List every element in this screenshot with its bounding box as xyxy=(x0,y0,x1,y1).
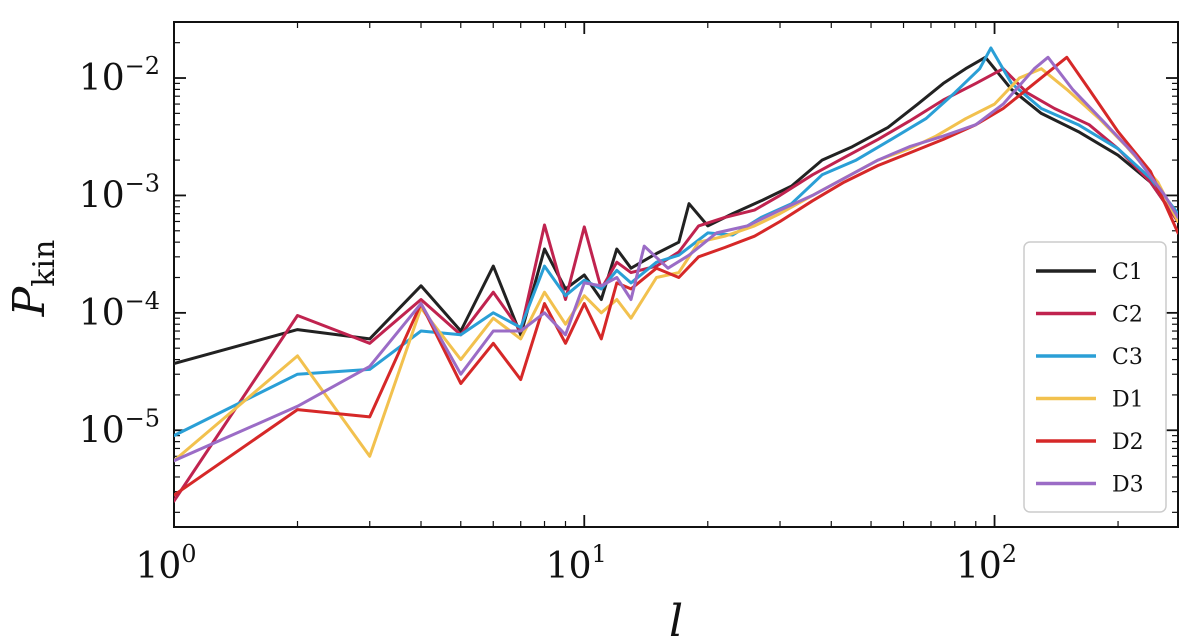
y-axis-title-main: P xyxy=(4,285,55,317)
x-tick-labels: 100 101 102 xyxy=(135,540,1017,587)
x-tick-label: 102 xyxy=(956,540,1017,587)
x-tick-exp: 2 xyxy=(1002,540,1017,568)
legend-label: C1 xyxy=(1112,260,1143,285)
series-line-c2 xyxy=(174,67,1178,503)
y-tick-exp: −4 xyxy=(125,287,160,315)
y-tick-label: 10−5 xyxy=(79,404,160,451)
y-tick-label: 10−3 xyxy=(79,169,160,216)
series-line-c1 xyxy=(174,55,1178,365)
series-line-d3 xyxy=(174,55,1178,463)
series-layer xyxy=(174,46,1178,503)
x-tick-base: 10 xyxy=(135,546,181,587)
y-tick-label: 10−2 xyxy=(79,52,160,99)
series-line-d1 xyxy=(174,67,1178,463)
x-axis-title: l xyxy=(669,596,683,644)
y-tick-label: 10−4 xyxy=(79,287,160,334)
y-axis-title: Pkin xyxy=(4,240,62,318)
x-tick-base: 10 xyxy=(546,546,592,587)
y-tick-base: 10 xyxy=(79,293,125,334)
y-tick-base: 10 xyxy=(79,58,125,99)
y-tick-exp: −2 xyxy=(125,52,160,80)
x-tick-exp: 1 xyxy=(592,540,607,568)
legend-label: C3 xyxy=(1112,345,1143,370)
y-tick-labels: 10−510−410−310−2 xyxy=(79,52,160,451)
legend-label: D1 xyxy=(1112,388,1144,413)
legend-box xyxy=(1023,241,1167,513)
legend-label: D2 xyxy=(1112,430,1144,455)
major-ticks xyxy=(173,22,1178,527)
y-axis-title-sub: kin xyxy=(27,240,62,287)
plot-frame xyxy=(173,21,1179,528)
y-tick-exp: −5 xyxy=(125,404,160,432)
y-tick-exp: −3 xyxy=(125,169,160,197)
x-tick-label: 100 xyxy=(135,540,196,587)
y-tick-base: 10 xyxy=(79,410,125,451)
series-line-d2 xyxy=(174,55,1178,497)
legend: C1 C2 C3 D1 D2 D3 xyxy=(1023,241,1167,513)
x-tick-base: 10 xyxy=(956,546,1002,587)
legend-label: D3 xyxy=(1112,473,1144,498)
series-line-c3 xyxy=(174,46,1178,438)
y-tick-base: 10 xyxy=(79,175,125,216)
x-tick-label: 101 xyxy=(546,540,607,587)
x-tick-exp: 0 xyxy=(181,540,196,568)
legend-label: C2 xyxy=(1112,303,1143,328)
